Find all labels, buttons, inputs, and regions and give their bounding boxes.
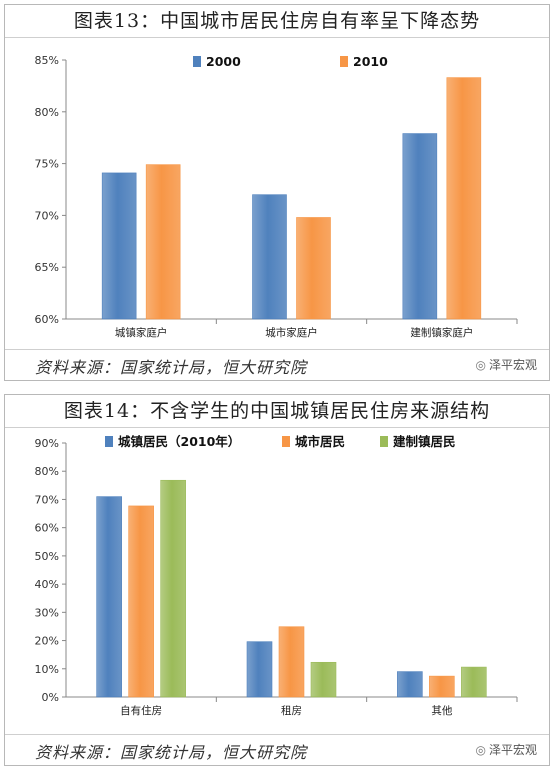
bar-chart-1: 60% 65% 70% 75% 80% 85% 城镇家庭户 城市家庭户 建制镇家庭户 2000 20… [35,54,518,339]
y-tick-label: 20% [35,635,59,648]
source-bar-1: 资料来源：国家统计局，恒大研究院 ◎ 泽平宏观 [5,349,549,380]
brand-name-1: 泽平宏观 [488,358,537,372]
legend-label: 建制镇居民 [393,434,456,449]
y-tick-label: 10% [35,663,59,676]
bar [101,172,137,320]
y-tick-label: 60% [35,522,59,535]
wechat-icon: ◎ [475,358,486,372]
chart-panel-2: 图表14：不含学生的中国城镇居民住房来源结构 0% 10% 20% 30% 40% 50%… [4,394,550,766]
legend-swatch [340,56,348,67]
x-tick-label: 租房 [281,704,302,717]
bar [446,77,482,320]
wechat-icon: ◎ [475,743,486,757]
brand-label-1: ◎ 泽平宏观 [476,356,538,373]
bar [402,133,438,320]
y-tick-label: 60% [35,313,59,326]
bar [96,496,122,698]
bar [278,626,305,698]
y-tick-label: 85% [35,54,59,67]
legend-swatch [282,436,290,447]
x-tick-label: 城市家庭户 [265,326,318,339]
x-tick-label: 建制镇家庭户 [410,326,473,339]
bar-chart-2: 0% 10% 20% 30% 40% 50% 60% 70% 80% 90% 自有住房 租房 其他 城镇居… [35,434,518,717]
x-tick-label: 城镇家庭户 [115,326,168,339]
legend-label: 城镇居民（2010年） [118,434,240,449]
source-bar-2: 资料来源：国家统计局，恒大研究院 ◎ 泽平宏观 [5,734,549,765]
y-tick-label: 40% [35,578,59,591]
bar [397,671,423,698]
y-tick-label: 30% [35,606,59,619]
y-tick-label: 70% [35,209,59,222]
y-tick-label: 80% [35,465,59,478]
y-tick-label: 0% [42,691,59,704]
legend-swatch [193,56,201,67]
legend-label: 2010 [353,54,388,69]
bar [429,675,455,698]
y-tick-label: 80% [35,106,59,119]
bar [461,666,487,698]
source-text-1: 资料来源：国家统计局，恒大研究院 [35,358,308,377]
x-tick-label: 自有住房 [120,704,162,717]
brand-name-2: 泽平宏观 [488,743,537,757]
bar [128,505,154,698]
bar [160,479,186,698]
y-tick-label: 90% [35,437,59,450]
brand-label-2: ◎ 泽平宏观 [476,741,538,758]
y-tick-label: 70% [35,493,59,506]
chart-panel-1: 图表13：中国城市居民住房自有率呈下降态势 60% 65% 70% 75% 80% 85%… [4,4,550,381]
bar [252,194,287,320]
legend-label: 2000 [206,54,241,69]
y-tick-label: 50% [35,550,59,563]
bar [310,661,337,698]
x-tick-label: 其他 [431,704,452,717]
legend-label: 城市居民 [295,434,345,449]
legend-swatch [105,436,113,447]
legend-swatch [380,436,388,447]
chart-title-1: 图表13：中国城市居民住房自有率呈下降态势 [5,5,549,38]
y-tick-label: 65% [35,261,59,274]
y-tick-label: 75% [35,158,59,171]
bar [296,217,331,320]
bar [246,641,273,698]
chart-title-2: 图表14：不含学生的中国城镇居民住房来源结构 [5,395,549,428]
bar [145,164,181,320]
source-text-2: 资料来源：国家统计局，恒大研究院 [35,743,308,762]
